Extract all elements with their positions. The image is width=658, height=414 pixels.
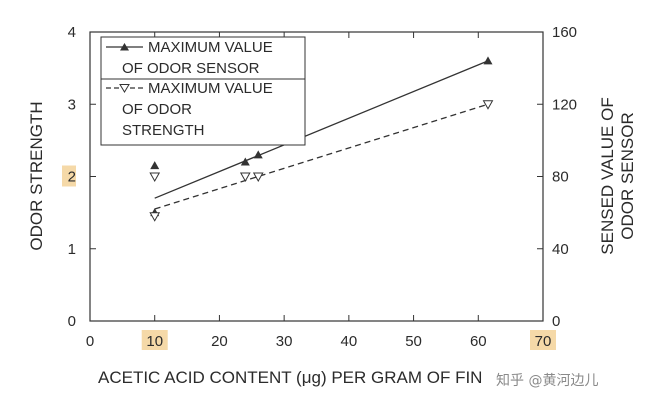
- x-tick-highlight: [141, 330, 168, 350]
- legend-marker-odor: [119, 84, 130, 93]
- fit-line-series-0: [154, 60, 489, 199]
- watermark: 知乎 @黄河边儿: [496, 373, 599, 389]
- x-axis-label: ACETIC ACID CONTENT (μg) PER GRAM OF FIN: [98, 368, 482, 387]
- odor-data-point: [252, 172, 264, 183]
- y-tick-label: 4: [68, 24, 76, 41]
- legend-marker-sensor: [120, 43, 129, 51]
- legend: MAXIMUM VALUE OF ODOR SENSOR MAXIMUM VAL…: [100, 36, 306, 146]
- sensor-data-point: [253, 150, 263, 159]
- y2-tick-label: 0: [552, 313, 560, 330]
- x-tick-label: 30: [276, 333, 293, 350]
- x-tick-label: 10: [146, 333, 163, 350]
- y2-axis-label-line2: ODOR SENSOR: [618, 112, 637, 240]
- x-tick-label: 0: [86, 333, 94, 350]
- legend-box: [100, 36, 306, 146]
- sensor-data-point: [150, 161, 160, 170]
- fit-line-series-1: [154, 103, 489, 210]
- x-tick-highlight: [530, 330, 556, 350]
- legend-label-sensor-2: OF ODOR SENSOR: [122, 60, 260, 77]
- y2-axis-label-line1: SENSED VALUE OF: [598, 97, 617, 254]
- y-tick-highlight: [62, 165, 76, 187]
- x-tick-label: 60: [470, 333, 487, 350]
- data-markers: [149, 56, 494, 222]
- x-tick-label: 40: [341, 333, 358, 350]
- sensor-data-point: [483, 56, 493, 65]
- y2-tick-label: 120: [552, 96, 577, 113]
- fit-lines: [154, 60, 489, 210]
- x-tick-label: 50: [405, 333, 422, 350]
- y-tick-label: 2: [68, 169, 76, 186]
- y2-tick-label: 80: [552, 169, 569, 186]
- y2-tick-label: 160: [552, 24, 577, 41]
- y-tick-label: 1: [68, 241, 76, 258]
- odor-data-point: [149, 212, 161, 222]
- legend-label-odor-1: MAXIMUM VALUE: [148, 80, 273, 97]
- y-tick-label: 0: [68, 313, 76, 330]
- legend-label-sensor-1: MAXIMUM VALUE: [148, 39, 273, 56]
- sensor-data-point: [240, 157, 250, 166]
- legend-label-odor-3: STRENGTH: [122, 122, 205, 139]
- y-tick-label: 3: [68, 96, 76, 113]
- odor-data-point: [482, 100, 494, 110]
- x-tick-label: 20: [211, 333, 228, 350]
- legend-label-odor-2: OF ODOR: [122, 101, 192, 118]
- y2-tick-label: 40: [552, 241, 569, 258]
- odor-data-point: [239, 172, 251, 183]
- tick-highlights: [62, 165, 556, 350]
- odor-data-point: [149, 172, 161, 183]
- x-tick-label: 70: [535, 333, 552, 350]
- y-axis-label: ODOR STRENGTH: [27, 101, 46, 250]
